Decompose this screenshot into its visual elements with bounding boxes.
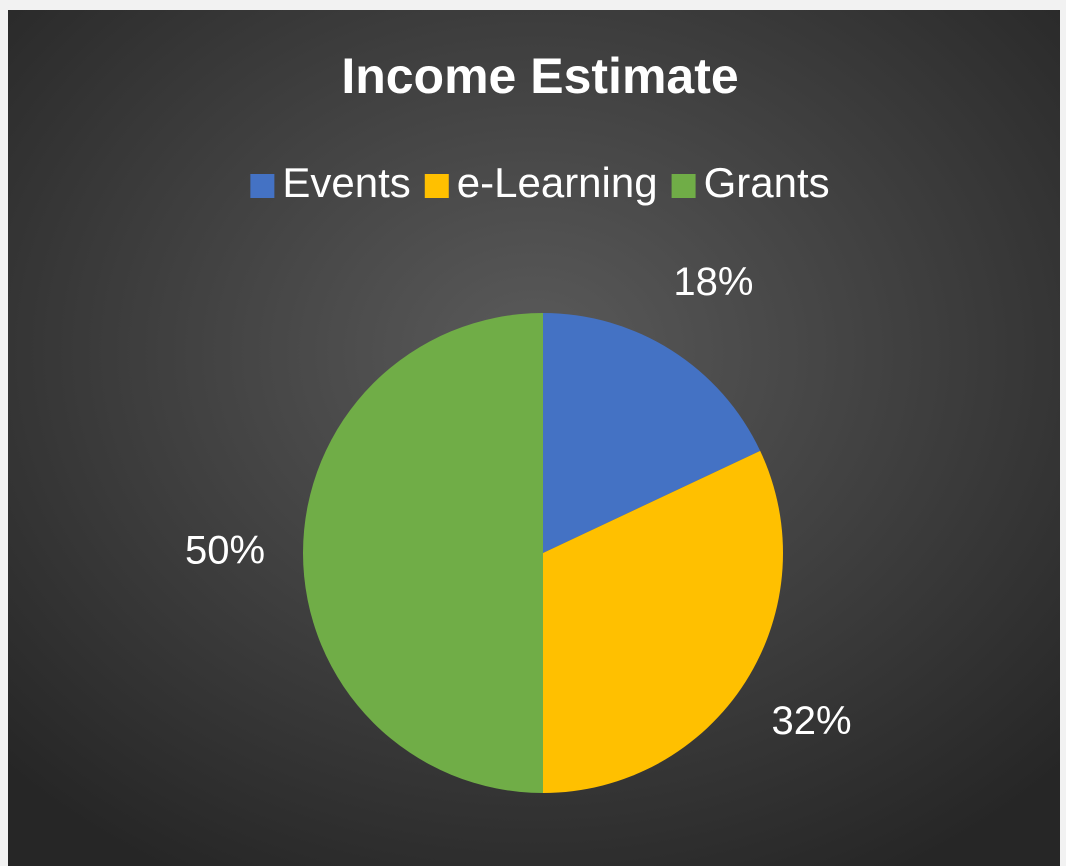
data-label: 18% bbox=[673, 260, 753, 304]
data-label: 50% bbox=[185, 529, 265, 573]
pie-slice bbox=[543, 313, 761, 553]
legend-label: Events bbox=[282, 159, 410, 206]
pie-slice bbox=[543, 450, 783, 793]
pie-slice bbox=[303, 313, 543, 793]
legend-swatch bbox=[250, 174, 275, 198]
legend-label: e-Learning bbox=[457, 159, 658, 206]
chart-title: Income Estimate bbox=[341, 48, 738, 104]
legend-swatch bbox=[424, 174, 449, 198]
legend: Events e-Learning Grants bbox=[250, 159, 830, 206]
legend-swatch bbox=[671, 174, 696, 198]
data-label: 32% bbox=[771, 699, 851, 743]
legend-label: Grants bbox=[704, 159, 830, 206]
